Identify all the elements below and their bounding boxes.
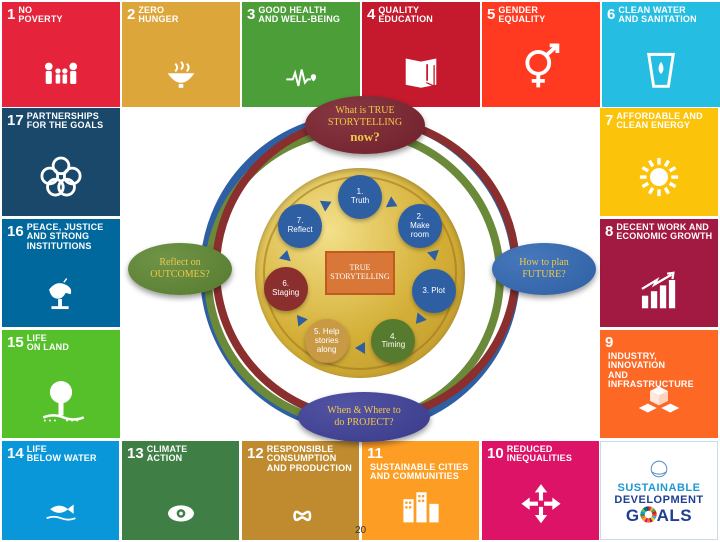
sdg-number: 7 bbox=[605, 112, 613, 129]
un-emblem-icon bbox=[646, 456, 672, 482]
sdg-tile-2: 2ZEROHUNGER bbox=[122, 2, 240, 107]
infinity-icon bbox=[275, 503, 326, 534]
sdg-wheel-icon bbox=[640, 506, 657, 523]
storytelling-diagram: TRUESTORYTELLING 1.Truth 2.Makeroom 3. Plot… bbox=[130, 108, 590, 438]
sdg-tile-12: 12RESPONSIBLECONSUMPTIONAND PRODUCTION bbox=[242, 441, 359, 540]
sdg-label: CLIMATEACTION bbox=[147, 445, 188, 464]
sdg-tile-6: 6CLEAN WATERAND SANITATION bbox=[602, 2, 720, 107]
dove-icon bbox=[33, 268, 89, 321]
sdg-number: 5 bbox=[487, 6, 495, 23]
sdg-label: AFFORDABLE ANDCLEAN ENERGY bbox=[616, 112, 702, 131]
sdg-number: 8 bbox=[605, 223, 613, 240]
question-oval-0: What is TRUESTORYTELLINGnow? bbox=[305, 96, 425, 154]
family-icon bbox=[34, 58, 89, 101]
sdg-label: CLEAN WATERAND SANITATION bbox=[618, 6, 696, 25]
sdg-label: GENDEREQUALITY bbox=[498, 6, 545, 25]
sdg-label: GOOD HEALTHAND WELL-BEING bbox=[258, 6, 340, 25]
growth-icon bbox=[631, 271, 687, 321]
sdg-number: 11 bbox=[367, 445, 383, 462]
book-icon bbox=[394, 52, 449, 101]
sdg-tile-13: 13CLIMATEACTION bbox=[122, 441, 239, 540]
sdg-label: DECENT WORK ANDECONOMIC GROWTH bbox=[616, 223, 712, 242]
sdg-label: RESPONSIBLECONSUMPTIONAND PRODUCTION bbox=[267, 445, 352, 473]
page-number: 20 bbox=[355, 525, 366, 536]
sdg-number: 4 bbox=[367, 6, 375, 23]
sdg-label: PEACE, JUSTICEAND STRONGINSTITUTIONS bbox=[27, 223, 104, 251]
fish-icon bbox=[35, 493, 86, 534]
logo-line3: GALS bbox=[626, 506, 692, 526]
sdg-logo-tile: SUSTAINABLE DEVELOPMENT GALS bbox=[600, 441, 718, 540]
sdg-tile-14: 14LIFEBELOW WATER bbox=[2, 441, 119, 540]
sdg-label: LIFEON LAND bbox=[27, 334, 69, 353]
heartbeat-icon bbox=[274, 63, 329, 101]
sdg-number: 10 bbox=[487, 445, 504, 462]
rings-icon bbox=[33, 149, 89, 210]
sdg-number: 16 bbox=[7, 223, 24, 240]
sdg-number: 14 bbox=[7, 445, 24, 462]
sdg-number: 3 bbox=[247, 6, 255, 23]
cubes-icon bbox=[631, 382, 687, 432]
sdg-number: 1 bbox=[7, 6, 15, 23]
sdg-label: SUSTAINABLE CITIESAND COMMUNITIES bbox=[370, 463, 468, 482]
city-icon bbox=[395, 483, 446, 534]
sdg-tile-8: 8DECENT WORK ANDECONOMIC GROWTH bbox=[600, 219, 718, 327]
principle-node-2: 2.Makeroom bbox=[398, 204, 442, 248]
sdg-tile-16: 16PEACE, JUSTICEAND STRONGINSTITUTIONS bbox=[2, 219, 120, 327]
flow-arrow bbox=[355, 342, 365, 354]
sdg-tile-11: 11SUSTAINABLE CITIESAND COMMUNITIES bbox=[362, 441, 479, 540]
sdg-number: 12 bbox=[247, 445, 264, 462]
sdg-tile-15: 15LIFEON LAND bbox=[2, 330, 120, 438]
principle-node-7: 7.Reflect bbox=[278, 204, 322, 248]
sdg-number: 13 bbox=[127, 445, 144, 462]
eye-icon bbox=[155, 498, 206, 534]
principle-node-6: 6.Staging bbox=[264, 267, 308, 311]
sdg-number: 2 bbox=[127, 6, 135, 23]
logo-line1: SUSTAINABLE bbox=[618, 482, 701, 494]
question-oval-2: When & Where todo PROJECT? bbox=[298, 392, 430, 442]
sdg-label: QUALITYEDUCATION bbox=[378, 6, 433, 25]
principle-node-1: 1.Truth bbox=[338, 175, 382, 219]
sdg-label: ZEROHUNGER bbox=[138, 6, 178, 25]
bowl-icon bbox=[154, 58, 209, 101]
sdg-number: 17 bbox=[7, 112, 24, 129]
sdg-tile-3: 3GOOD HEALTHAND WELL-BEING bbox=[242, 2, 360, 107]
sun-icon bbox=[631, 149, 687, 210]
sdg-tile-17: 17PARTNERSHIPSFOR THE GOALS bbox=[2, 108, 120, 216]
question-oval-1: How to planFUTURE? bbox=[492, 243, 596, 295]
sdg-tile-9: 9INDUSTRY, INNOVATIONAND INFRASTRUCTURE bbox=[600, 330, 718, 438]
sdg-label: PARTNERSHIPSFOR THE GOALS bbox=[27, 112, 104, 131]
logo-line2: DEVELOPMENT bbox=[614, 494, 703, 506]
sdg-label: NOPOVERTY bbox=[18, 6, 62, 25]
arrows4-icon bbox=[515, 478, 566, 534]
core-label: TRUESTORYTELLING bbox=[325, 251, 395, 295]
sdg-tile-4: 4QUALITYEDUCATION bbox=[362, 2, 480, 107]
sdg-tile-10: 10REDUCEDINEQUALITIES bbox=[482, 441, 599, 540]
sdg-label: LIFEBELOW WATER bbox=[27, 445, 97, 464]
principle-node-3: 3. Plot bbox=[412, 269, 456, 313]
sdg-tile-5: 5GENDEREQUALITY bbox=[482, 2, 600, 107]
sdg-number: 6 bbox=[607, 6, 615, 23]
sdg-tile-7: 7AFFORDABLE ANDCLEAN ENERGY bbox=[600, 108, 718, 216]
sdg-label: REDUCEDINEQUALITIES bbox=[507, 445, 572, 464]
principle-node-5: 5. Helpstoriesalong bbox=[305, 319, 349, 363]
sdg-tile-1: 1NOPOVERTY bbox=[2, 2, 120, 107]
sdg-number: 15 bbox=[7, 334, 24, 351]
sdg-number: 9 bbox=[605, 334, 613, 351]
gender-icon bbox=[514, 41, 569, 101]
water-icon bbox=[634, 47, 689, 101]
tree-icon bbox=[33, 376, 89, 432]
question-oval-3: Reflect onOUTCOMES? bbox=[128, 243, 232, 295]
